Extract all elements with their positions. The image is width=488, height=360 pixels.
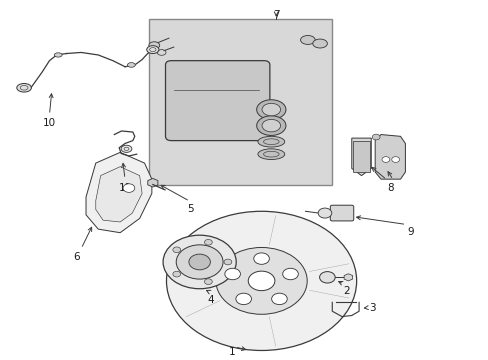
Circle shape: [204, 279, 212, 284]
Circle shape: [176, 245, 223, 279]
Text: 7: 7: [272, 10, 279, 20]
Circle shape: [163, 235, 236, 289]
Ellipse shape: [121, 145, 132, 152]
Ellipse shape: [312, 39, 327, 48]
Circle shape: [172, 247, 180, 253]
Text: 3: 3: [368, 303, 375, 312]
Polygon shape: [344, 274, 352, 281]
Circle shape: [319, 271, 334, 283]
Polygon shape: [86, 152, 152, 233]
Text: 11: 11: [118, 183, 131, 193]
Circle shape: [123, 184, 135, 192]
Text: 4: 4: [206, 295, 213, 305]
FancyBboxPatch shape: [165, 60, 269, 141]
Ellipse shape: [262, 103, 280, 116]
Circle shape: [391, 157, 399, 162]
Circle shape: [188, 254, 210, 270]
Circle shape: [224, 268, 240, 280]
Ellipse shape: [262, 120, 280, 132]
Ellipse shape: [149, 42, 159, 49]
Ellipse shape: [257, 136, 284, 147]
Circle shape: [216, 247, 306, 314]
Circle shape: [204, 239, 212, 245]
Ellipse shape: [54, 53, 62, 57]
FancyBboxPatch shape: [330, 205, 353, 221]
Text: 2: 2: [343, 286, 349, 296]
Text: 10: 10: [43, 118, 56, 129]
Circle shape: [253, 253, 269, 264]
Circle shape: [172, 271, 180, 277]
Circle shape: [318, 208, 331, 218]
Polygon shape: [374, 135, 405, 179]
Ellipse shape: [257, 149, 284, 159]
Text: 5: 5: [187, 204, 194, 214]
Circle shape: [248, 271, 274, 291]
Ellipse shape: [17, 84, 31, 92]
Ellipse shape: [127, 63, 135, 67]
Ellipse shape: [256, 116, 285, 135]
Circle shape: [166, 211, 356, 351]
Circle shape: [282, 268, 298, 280]
Circle shape: [235, 293, 251, 305]
Circle shape: [381, 157, 389, 162]
Ellipse shape: [300, 36, 315, 44]
Text: 8: 8: [386, 183, 393, 193]
Polygon shape: [147, 179, 158, 187]
Ellipse shape: [256, 100, 285, 120]
Text: 9: 9: [406, 228, 413, 237]
Ellipse shape: [146, 46, 159, 54]
Polygon shape: [96, 167, 142, 222]
Circle shape: [224, 259, 231, 265]
FancyBboxPatch shape: [352, 141, 369, 172]
FancyBboxPatch shape: [149, 19, 331, 185]
Polygon shape: [351, 138, 370, 176]
Circle shape: [271, 293, 286, 305]
Circle shape: [371, 134, 379, 140]
Text: 6: 6: [73, 252, 80, 262]
Text: 1: 1: [228, 347, 235, 357]
